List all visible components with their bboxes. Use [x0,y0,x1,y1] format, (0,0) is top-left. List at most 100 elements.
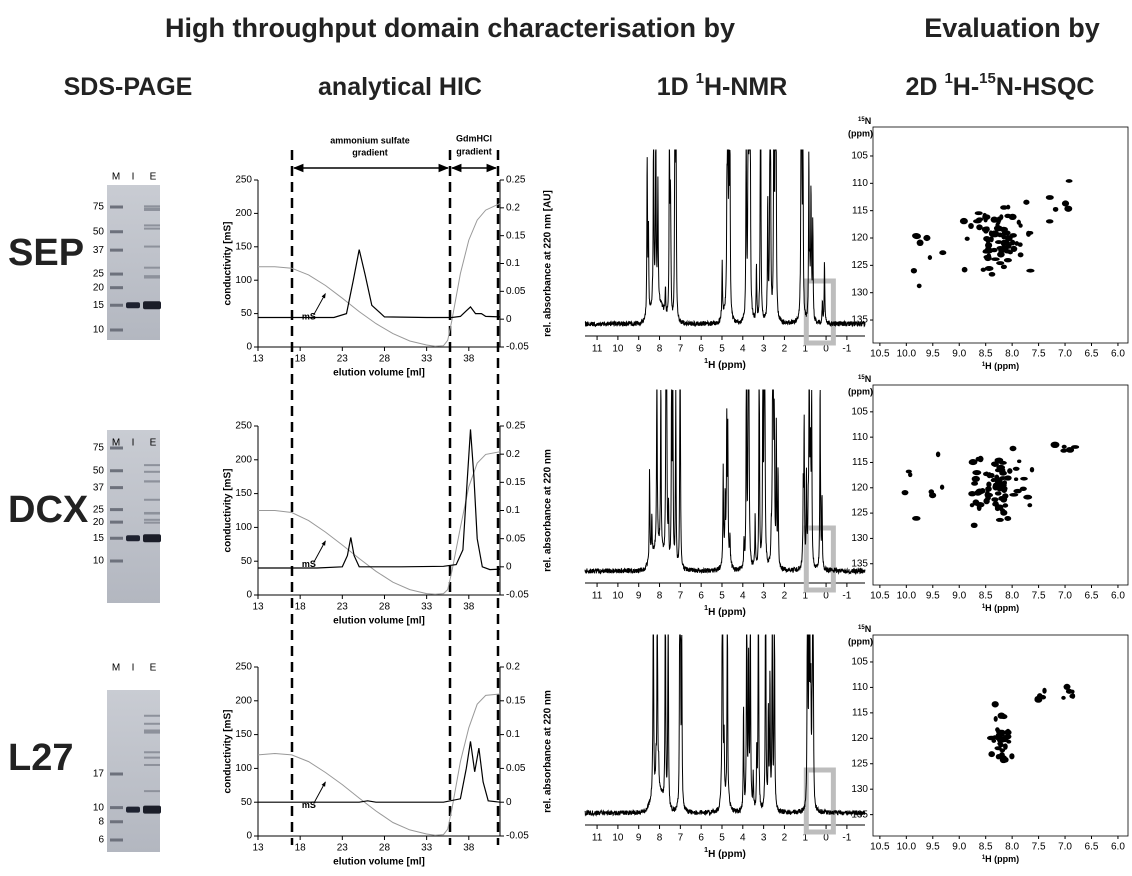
hsqc-peak [1000,205,1008,210]
x-axis-label-part: 1 [982,855,986,861]
hsqc-peak [1009,239,1016,246]
x-tick-label: 6.5 [1085,349,1099,360]
hsqc-peak [991,701,999,708]
y-tick-label: 115 [852,707,868,718]
faint-band [144,498,160,501]
hsqc-peak [910,267,918,274]
y-tick-label: 115 [852,205,868,216]
hsqc-peak [999,476,1008,481]
conductivity-line [258,202,501,347]
column-header: 1D 1H-NMR [657,70,788,100]
hsqc-peak [1004,516,1012,521]
column-header-part: 15 [979,70,996,87]
y-axis-label-part: 15 [858,117,865,123]
x-tick-label: 33 [421,602,433,613]
hsqc-peak [1061,200,1070,207]
y-tick-label: 120 [851,733,868,744]
x-tick-label: 10.5 [870,349,890,360]
y-axis-label: 15N [858,116,871,126]
marker-label: 50 [93,226,105,237]
hsqc-peak [997,738,1005,743]
hsqc-peak [995,240,1003,245]
faint-band [144,224,160,227]
hsqc-peak [991,497,999,502]
lane-label: M [112,663,120,674]
hsqc-peak [1039,695,1047,700]
hsqc-peak [998,466,1005,472]
lane-label: E [150,663,157,674]
y-axis-label-part: N [865,374,872,384]
x-tick-label: 10.0 [897,842,917,853]
x-tick-label: 9 [636,344,642,355]
hsqc-peak [968,223,974,229]
lane-label: M [112,438,120,449]
conductivity-line [258,451,501,595]
marker-label: 20 [93,517,105,528]
x-tick-label: 8.0 [1005,591,1019,602]
x-axis-label-part: 1 [982,604,986,610]
hsqc-peak [1029,466,1035,473]
hsqc-peak [970,522,978,529]
hsqc-peak [983,472,988,476]
x-tick-label: 10 [612,833,624,844]
hsqc-peak [1063,683,1071,691]
hsqc-peak [1007,468,1013,474]
marker-band [110,806,123,810]
protein-band [143,301,161,310]
hsqc-peak [994,491,1002,496]
marker-band [110,838,123,842]
x-tick-label: 23 [337,602,349,613]
x-axis-label: 1H (ppm) [704,847,746,859]
marker-label: 50 [93,465,105,476]
hsqc-peak [990,478,996,483]
x-tick-label: 23 [337,843,349,854]
hsqc-peak [923,234,931,242]
hsqc-peak [908,472,913,478]
marker-label: 75 [93,202,105,213]
nmr-spectrum [584,149,866,328]
x-tick-label: 7 [678,344,684,355]
axis [257,180,501,348]
hsqc-peak [999,508,1006,513]
marker-label: 8 [98,816,104,827]
column-header-part: N-HSQC [996,73,1095,101]
column-header-part: 1 [696,70,704,87]
hsqc-peak [1017,459,1022,464]
lane-label: I [132,172,135,183]
y2-tick-label: 0.25 [506,421,526,432]
hsqc-peak [939,484,945,490]
hsqc-peak [1009,753,1015,760]
faint-band [144,245,160,248]
absorbance-line [258,249,501,319]
hsqc-peak [1064,205,1073,212]
y-tick-label: 125 [851,260,868,271]
hsqc-peak [1027,231,1034,235]
hsqc-peak [994,225,1002,230]
hsqc-peak [988,271,996,277]
annotation-arrow [313,781,326,804]
hsqc-peak [1019,486,1027,492]
hsqc-peak [991,461,999,467]
column-header-part: H-NMR [704,73,787,101]
marker-band [110,205,123,209]
x-tick-label: 3 [761,591,767,602]
lane-label: I [132,438,135,449]
faint-band [144,266,160,269]
x-tick-label: 7 [678,591,684,602]
x-axis-label-part: H (ppm) [985,603,1019,613]
x-tick-label: 6 [698,344,704,355]
y-tick-label: 100 [235,275,252,286]
hsqc-peak [1013,477,1019,482]
hsqc-peak [939,250,947,256]
x-tick-label: 18 [295,354,307,365]
y2-tick-label: 0.1 [506,729,520,740]
y-axis-label-part: 15 [858,375,865,381]
y-tick-label: 110 [852,178,868,189]
hsqc-peak [928,489,935,495]
y-tick-label: 135 [851,315,868,326]
marker-band [110,328,123,332]
hsqc-peak [961,266,968,273]
x-tick-label: 9.0 [952,591,966,602]
x-axis-label-part: 1 [982,362,986,368]
annotation: mS [302,800,316,810]
